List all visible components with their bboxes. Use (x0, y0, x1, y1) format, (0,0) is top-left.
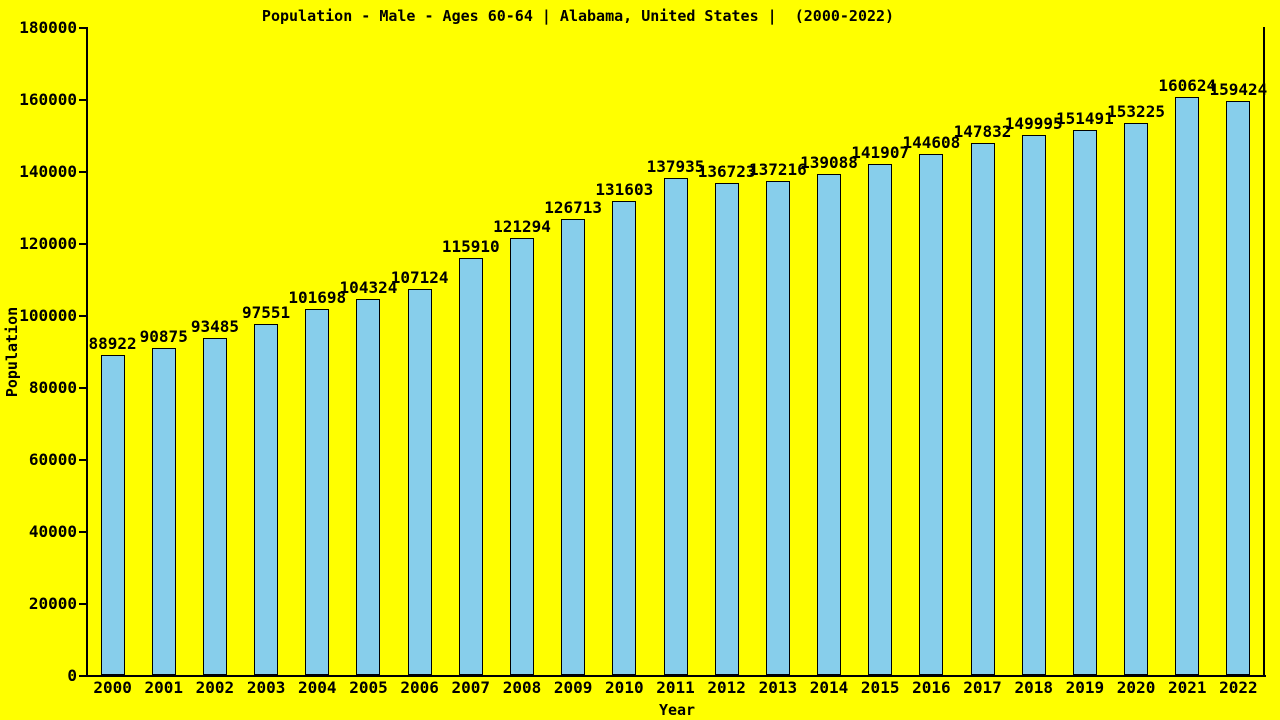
x-tick-label-2015: 2015 (860, 678, 900, 697)
y-tick-label: 0 (67, 666, 77, 685)
x-tick-label-2004: 2004 (298, 678, 337, 697)
x-tick-label-2001: 2001 (144, 678, 184, 697)
x-tick-label-2002: 2002 (195, 678, 235, 697)
bar-2016 (919, 154, 944, 675)
x-tick-label-2017: 2017 (963, 678, 1002, 697)
x-tick-label-2003: 2003 (246, 678, 286, 697)
x-tick-label-2013: 2013 (758, 678, 798, 697)
bar-2001 (151, 347, 176, 675)
bar-value-label-2006: 107124 (390, 268, 449, 288)
bar-2010 (612, 201, 637, 675)
bar-2013 (765, 181, 790, 675)
bar-2019 (1072, 129, 1097, 675)
chart-title: Population - Male - Ages 60-64 | Alabama… (261, 7, 895, 25)
x-tick-label-2021: 2021 (1167, 678, 1207, 697)
bar-value-label-2010: 131603 (595, 180, 654, 200)
y-tick-label: 40000 (28, 522, 77, 541)
x-tick-label-2007: 2007 (451, 678, 491, 697)
bar-2006 (407, 289, 432, 675)
y-axis-line (86, 27, 88, 677)
bar-value-label-2008: 121294 (493, 217, 551, 237)
bar-2015 (868, 164, 893, 675)
x-tick-label-2014: 2014 (809, 678, 849, 697)
x-tick-label-2020: 2020 (1116, 678, 1156, 697)
bar-value-label-2016: 144608 (902, 133, 961, 153)
bar-value-label-2009: 126713 (544, 197, 603, 217)
y-tick (79, 27, 87, 29)
y-tick (79, 315, 87, 317)
bar-value-label-2011: 137935 (646, 157, 705, 177)
y-tick (79, 171, 87, 173)
bar-2007 (458, 257, 483, 675)
bar-value-label-2012: 136723 (697, 161, 756, 181)
bar-value-label-2000: 88922 (88, 333, 137, 353)
y-tick (79, 243, 87, 245)
bar-2005 (356, 299, 381, 675)
bar-2002 (202, 338, 227, 675)
y-tick (79, 99, 87, 101)
y-tick-label: 20000 (28, 594, 77, 613)
bar-value-label-2017: 147832 (953, 121, 1012, 141)
bar-2009 (561, 218, 586, 675)
bar-2012 (714, 182, 739, 675)
y-tick-label: 180000 (19, 18, 77, 37)
y-tick-label: 140000 (19, 162, 77, 181)
bar-2014 (817, 174, 842, 675)
x-tick-label-2022: 2022 (1219, 678, 1258, 697)
x-tick-label-2016: 2016 (912, 678, 951, 697)
x-tick-label-2000: 2000 (93, 678, 132, 697)
x-tick-label-2005: 2005 (349, 678, 388, 697)
y-tick-label: 100000 (19, 306, 77, 325)
x-tick-label-2011: 2011 (656, 678, 695, 697)
y-tick (79, 387, 87, 389)
y-tick-label: 160000 (19, 90, 77, 109)
bar-2021 (1175, 96, 1200, 675)
bar-2020 (1124, 123, 1149, 675)
y-tick (79, 603, 87, 605)
bar-value-label-2019: 151491 (1055, 108, 1114, 128)
x-tick-label-2009: 2009 (553, 678, 593, 697)
bar-value-label-2018: 149995 (1004, 114, 1063, 134)
bar-2011 (663, 178, 688, 675)
bar-2017 (970, 142, 995, 675)
bar-value-label-2005: 104324 (339, 278, 398, 298)
x-tick-label-2006: 2006 (400, 678, 439, 697)
bar-value-label-2001: 90875 (139, 326, 188, 346)
y-tick (79, 531, 87, 533)
bar-value-label-2020: 153225 (1107, 102, 1165, 122)
bar-2018 (1021, 135, 1046, 675)
x-tick-label-2008: 2008 (502, 678, 542, 697)
x-axis-line (79, 675, 1266, 677)
x-tick-label-2018: 2018 (1014, 678, 1053, 697)
bar-2004 (305, 308, 330, 675)
bar-2003 (254, 323, 279, 675)
y-tick (79, 675, 87, 677)
x-tick-label-2010: 2010 (605, 678, 644, 697)
x-tick-label-2012: 2012 (707, 678, 746, 697)
right-axis-line (1263, 27, 1265, 677)
y-tick-label: 120000 (19, 234, 77, 253)
bar-value-label-2003: 97551 (242, 302, 291, 322)
bar-2022 (1226, 101, 1251, 675)
bar-2008 (509, 238, 534, 675)
bar-value-label-2007: 115910 (441, 236, 500, 256)
bar-value-label-2022: 159424 (1209, 80, 1268, 100)
bar-value-label-2014: 139088 (800, 153, 858, 173)
bar-value-label-2021: 160624 (1158, 75, 1217, 95)
x-axis-title: Year (658, 701, 696, 719)
x-tick-label-2019: 2019 (1065, 678, 1105, 697)
bar-value-label-2013: 137216 (748, 160, 807, 180)
y-tick-label: 80000 (28, 378, 77, 397)
bar-value-label-2015: 141907 (851, 143, 910, 163)
bar-value-label-2002: 93485 (190, 317, 239, 337)
bar-value-label-2004: 101698 (288, 287, 347, 307)
y-tick-label: 60000 (28, 450, 77, 469)
y-tick (79, 459, 87, 461)
bar-2000 (100, 354, 125, 675)
